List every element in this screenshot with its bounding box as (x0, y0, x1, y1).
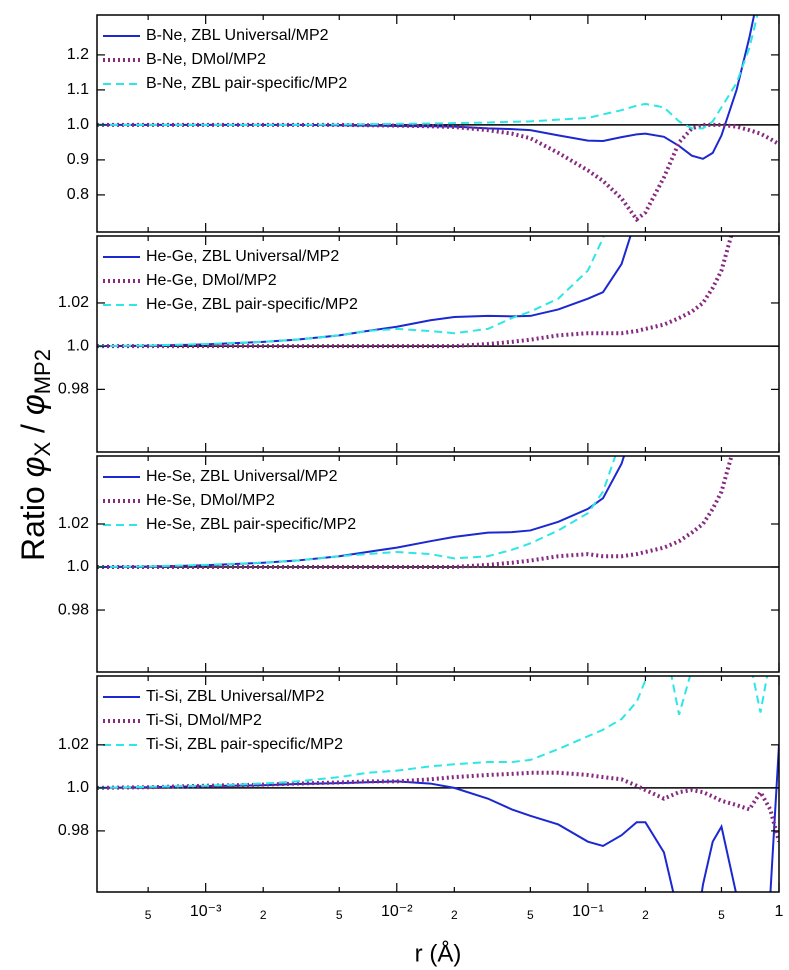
y-tick-label: 0.8 (67, 186, 89, 203)
y-tick-label: 1.0 (67, 779, 89, 796)
y-tick-label: 0.98 (58, 381, 89, 398)
y-tick-label: 1.02 (58, 736, 89, 753)
y-tick-label: 1.02 (58, 515, 89, 532)
x-tick-label: 10⁻² (381, 903, 413, 920)
y-tick-label: 1.0 (67, 558, 89, 575)
x-tick-label: 5 (336, 908, 343, 922)
series-line (97, 456, 734, 570)
legend-label: He-Se, ZBL Universal/MP2 (146, 468, 338, 485)
series-line (97, 15, 759, 130)
x-tick-label: 5 (718, 908, 725, 922)
y-tick-label: 0.98 (58, 822, 89, 839)
y-axis-label: Ratio φX / φMP2 (15, 349, 54, 561)
x-axis-label: r (Å) (415, 939, 462, 967)
legend-label: B-Ne, ZBL Universal/MP2 (146, 27, 329, 44)
panel (97, 676, 779, 892)
legend-label: Ti-Si, DMol/MP2 (146, 712, 262, 729)
series-line (97, 122, 779, 223)
x-tick-label: 2 (260, 908, 267, 922)
y-tick-label: 1.1 (67, 81, 89, 98)
y-label-sub: MP2 (30, 349, 55, 394)
legend-label: He-Se, ZBL pair-specific/MP2 (146, 516, 356, 533)
legend-label: Ti-Si, ZBL pair-specific/MP2 (146, 736, 343, 753)
series-line (97, 236, 605, 348)
y-label-symbol: φ (15, 394, 51, 415)
legend-label: He-Ge, ZBL pair-specific/MP2 (146, 296, 358, 313)
plot-frame (96, 455, 780, 673)
y-tick-label: 1.02 (58, 294, 89, 311)
y-tick-label: 1.2 (67, 46, 89, 63)
legend-label: B-Ne, DMol/MP2 (146, 51, 266, 68)
legend-label: Ti-Si, ZBL Universal/MP2 (146, 688, 325, 705)
panel (97, 15, 779, 223)
legend-label: He-Se, DMol/MP2 (146, 492, 275, 509)
legend-label: He-Ge, DMol/MP2 (146, 272, 277, 289)
y-label-sep: / (15, 424, 51, 433)
plot-frame (96, 675, 780, 893)
series-line (97, 770, 779, 843)
panel (97, 236, 779, 349)
panel (97, 456, 779, 570)
plot-frame (96, 235, 780, 453)
y-tick-label: 0.9 (67, 151, 89, 168)
legend-label: B-Ne, ZBL pair-specific/MP2 (146, 75, 347, 92)
x-tick-label: 5 (527, 908, 534, 922)
x-tick-label: 10⁻³ (190, 903, 222, 920)
x-tick-label: 1 (775, 903, 784, 920)
y-label-sub: X (30, 442, 55, 457)
plot-frame (96, 14, 780, 233)
y-tick-label: 0.98 (58, 601, 89, 618)
series-line (97, 676, 769, 789)
x-tick-label: 10⁻¹ (572, 903, 604, 920)
x-tick-label: 2 (451, 908, 458, 922)
x-tick-label: 2 (642, 908, 649, 922)
series-line (97, 456, 617, 569)
y-tick-label: 1.0 (67, 116, 89, 133)
x-tick-label: 5 (145, 908, 152, 922)
y-tick-label: 1.0 (67, 337, 89, 354)
legend-label: He-Ge, ZBL Universal/MP2 (146, 248, 339, 265)
y-label-main: Ratio (15, 486, 51, 561)
series-line (97, 236, 734, 349)
y-label-symbol: φ (15, 457, 51, 478)
